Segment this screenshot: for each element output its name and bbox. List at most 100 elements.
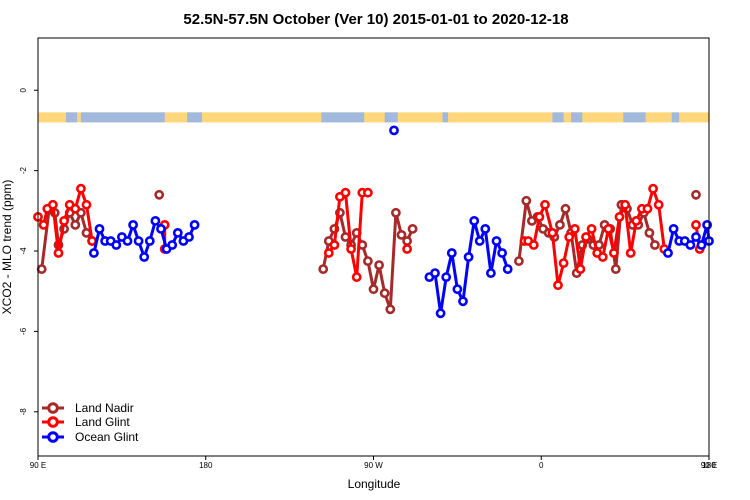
data-point (374, 260, 384, 270)
data-point (430, 268, 440, 278)
data-point (558, 258, 569, 268)
data-point (351, 272, 362, 282)
series-line (327, 191, 368, 279)
legend-swatch-marker (47, 431, 59, 443)
data-point (318, 264, 329, 274)
data-point (122, 236, 133, 246)
data-point (691, 189, 701, 200)
y-tick-label: 0 (19, 88, 28, 93)
data-point (94, 223, 105, 234)
ocean-band-segment (442, 112, 449, 123)
data-point (560, 203, 571, 214)
data-point (128, 219, 138, 230)
data-point (581, 232, 591, 242)
x-axis-label: Longitude (348, 477, 401, 491)
ocean-band-segment (671, 112, 680, 123)
data-point (76, 183, 86, 194)
ocean-band-segment (321, 112, 365, 123)
data-point (184, 232, 194, 242)
data-point (474, 236, 485, 246)
data-point (564, 232, 575, 242)
data-point (385, 304, 396, 315)
data-point (691, 232, 701, 242)
x-tick-label: 0 (539, 461, 544, 470)
data-point (53, 248, 64, 258)
data-point (469, 215, 480, 226)
data-point (38, 219, 49, 230)
data-point (59, 215, 69, 226)
data-point (458, 296, 468, 307)
ocean-band-segment (384, 112, 398, 123)
data-point (620, 199, 630, 210)
data-point (625, 248, 636, 258)
legend-item-ocean-glint: Ocean Glint (42, 430, 139, 444)
data-point (614, 211, 625, 222)
data-point (70, 219, 81, 230)
data-point (390, 207, 401, 218)
data-point (340, 187, 351, 198)
legend-label-ocean-glint: Ocean Glint (75, 430, 139, 444)
data-point (402, 244, 412, 254)
ocean-band-segment (552, 112, 564, 123)
data-point (485, 268, 496, 278)
data-point (642, 203, 653, 214)
data-point (189, 219, 200, 230)
ocean-band-segment (80, 112, 165, 123)
x-tick-label: 180 (199, 461, 213, 470)
y-tick-label: -4 (19, 247, 28, 255)
data-point (340, 232, 351, 242)
data-point (610, 264, 621, 274)
data-point (323, 248, 334, 258)
data-point (497, 248, 507, 258)
data-point (154, 189, 165, 200)
data-point (685, 240, 696, 250)
data-point (389, 125, 399, 136)
data-point (463, 252, 474, 262)
y-tick-label: -2 (19, 166, 28, 174)
data-point (133, 236, 144, 246)
data-point (555, 219, 565, 230)
x-tick-label: 90 W (364, 461, 383, 470)
data-point (644, 227, 655, 238)
ocean-band-segment (187, 112, 203, 123)
data-point (702, 219, 712, 230)
ocean-band-segment (571, 112, 583, 123)
data-point (407, 223, 418, 234)
data-point (502, 264, 513, 274)
x-tick-label: 180 (702, 461, 716, 470)
data-point (144, 236, 155, 246)
land-band (38, 112, 709, 123)
data-point (368, 284, 379, 295)
data-point (653, 199, 664, 210)
data-point (441, 272, 452, 282)
data-point (48, 199, 58, 210)
legend-swatch-marker (47, 416, 59, 428)
data-point (172, 227, 183, 238)
land-ocean-band (38, 112, 709, 123)
data-point (111, 240, 122, 250)
data-point (491, 236, 502, 246)
chart-title: 52.5N-57.5N October (Ver 10) 2015-01-01 … (183, 11, 568, 28)
y-axis: 0 -2 -4 -6 -8 (19, 88, 38, 416)
legend-label-land-nadir: Land Nadir (75, 401, 134, 415)
data-point (575, 264, 586, 274)
x-tick-label: 90 E (30, 461, 46, 470)
data-point (609, 248, 619, 258)
data-point (362, 187, 373, 198)
data-point (167, 240, 178, 250)
y-tick-label: -8 (19, 408, 28, 416)
data-point (663, 248, 673, 258)
data-point (521, 195, 532, 206)
legend-item-land-glint: Land Glint (42, 415, 130, 429)
data-point (396, 229, 407, 240)
data-point (597, 252, 608, 262)
data-point (696, 240, 707, 250)
data-point (150, 215, 161, 226)
series-ocean-glint (89, 125, 714, 319)
data-point (36, 264, 47, 274)
data-point (446, 248, 457, 258)
y-axis-label: XCO2 - MLO trend (ppm) (0, 180, 14, 315)
data-point (435, 308, 446, 319)
data-point (329, 240, 340, 250)
